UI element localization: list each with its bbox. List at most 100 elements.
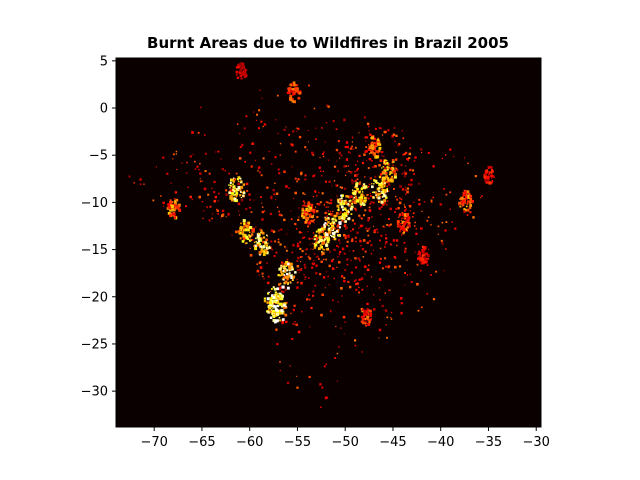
burn-cell — [378, 328, 382, 332]
burn-cell — [344, 235, 347, 237]
burn-cell — [383, 189, 387, 192]
burn-cell — [379, 140, 381, 143]
burn-cell — [284, 289, 287, 291]
burn-cell — [444, 229, 447, 232]
burn-cell — [467, 200, 470, 203]
burn-cell — [315, 138, 317, 141]
burn-cell — [383, 176, 387, 180]
burn-cell — [295, 323, 298, 326]
burn-cell — [355, 209, 358, 212]
burn-cell — [374, 165, 377, 168]
burn-cell — [360, 316, 363, 318]
burn-cell — [283, 302, 287, 306]
burn-cell — [235, 188, 239, 192]
burn-cell — [331, 267, 335, 270]
burn-cell — [275, 319, 279, 323]
burn-cell — [321, 230, 324, 233]
y-tick-label: −10 — [81, 196, 108, 211]
burn-cell — [282, 312, 285, 315]
burn-cell — [371, 185, 374, 189]
burn-cell — [359, 240, 362, 243]
burn-cell — [408, 223, 410, 225]
burn-cell — [249, 207, 251, 209]
burn-cell — [402, 220, 404, 223]
hotspot-cluster — [237, 219, 255, 245]
burn-cell — [288, 133, 291, 136]
burn-cell — [342, 315, 346, 319]
burn-cell — [324, 217, 327, 219]
burn-cell — [401, 173, 403, 175]
burn-cell — [221, 209, 225, 212]
burn-cell — [397, 207, 400, 210]
burn-cell — [278, 172, 281, 175]
burn-cell — [291, 90, 294, 92]
burn-cell — [354, 164, 357, 166]
burn-cell — [326, 104, 329, 107]
burn-cell — [382, 179, 386, 183]
burn-cell — [280, 297, 284, 301]
burn-cell — [332, 258, 334, 260]
burn-cell — [352, 198, 355, 201]
x-tick-label: −65 — [188, 435, 215, 450]
burn-cell — [286, 258, 289, 261]
burn-cell — [347, 234, 350, 238]
burn-cell — [338, 224, 340, 226]
burn-cell — [379, 184, 382, 187]
burn-cell — [287, 91, 290, 95]
burn-cell — [261, 272, 264, 275]
burn-cell — [385, 196, 388, 199]
burn-cell — [466, 208, 470, 212]
burn-cell — [351, 179, 353, 182]
burn-cell — [390, 317, 392, 319]
burn-cell — [246, 225, 250, 228]
burn-cell — [484, 172, 487, 175]
burn-cell — [335, 184, 338, 187]
burn-cell — [292, 269, 294, 271]
burn-cell — [365, 310, 368, 314]
burn-cell — [362, 256, 365, 258]
burn-cell — [323, 203, 325, 205]
burn-cell — [216, 208, 218, 211]
burn-cell — [202, 210, 205, 212]
burn-cell — [365, 197, 368, 199]
burn-cell — [379, 208, 381, 210]
burn-cell — [356, 178, 359, 180]
burn-cell — [360, 203, 363, 206]
burn-cell — [381, 151, 384, 154]
burn-cell — [311, 238, 313, 240]
burn-cell — [346, 210, 349, 213]
burn-cell — [239, 180, 243, 184]
burn-cell — [399, 297, 403, 300]
burn-cell — [229, 184, 232, 187]
burn-cell — [267, 309, 270, 311]
burn-cell — [466, 202, 469, 205]
burn-cell — [237, 176, 241, 179]
burn-cell — [341, 247, 345, 251]
burn-cell — [378, 201, 380, 203]
burn-cell — [284, 280, 288, 284]
burn-cell — [338, 207, 340, 209]
burn-cell — [174, 202, 177, 205]
burn-cell — [390, 223, 392, 226]
burn-cell — [390, 311, 393, 314]
burn-cell — [378, 287, 380, 289]
burn-cell — [341, 217, 344, 220]
burn-cell — [308, 84, 310, 87]
burn-cell — [349, 152, 351, 154]
burn-cell — [251, 239, 254, 241]
burn-cell — [315, 234, 317, 236]
burn-cell — [424, 254, 426, 256]
burn-cell — [167, 203, 171, 207]
burn-cell — [352, 189, 354, 191]
burn-cell — [301, 237, 304, 239]
burn-cell — [263, 300, 267, 303]
burn-cell — [385, 265, 387, 268]
burn-cell — [300, 171, 303, 175]
burn-cell — [401, 234, 403, 236]
burn-cell — [297, 218, 300, 221]
burn-cell — [346, 263, 349, 266]
burn-cell — [350, 195, 353, 198]
burn-cell — [266, 310, 269, 313]
burn-cell — [364, 209, 367, 212]
burn-cell — [458, 204, 460, 206]
